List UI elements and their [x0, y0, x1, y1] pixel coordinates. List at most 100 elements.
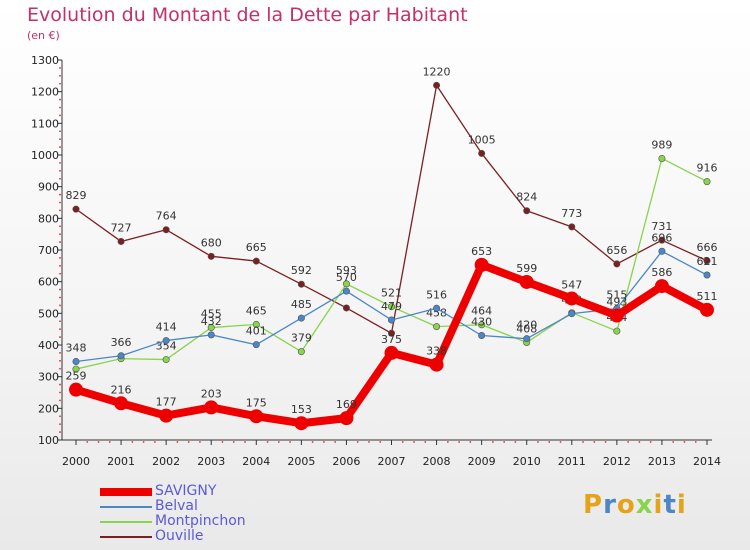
legend-swatch: [100, 505, 152, 508]
x-minor-tick: [176, 441, 179, 443]
data-label-belval: 485: [291, 298, 312, 311]
data-point-belval: [117, 352, 125, 360]
y-minor-tick: [59, 225, 61, 228]
y-minor-tick: [59, 201, 61, 204]
legend-swatch: [100, 535, 152, 538]
y-minor-tick: [59, 146, 61, 148]
data-point-ouville: [162, 226, 170, 234]
data-point-savigny: [69, 382, 83, 397]
data-label-montpinchon: 455: [201, 308, 222, 321]
data-point-savigny: [114, 396, 129, 411]
y-minor-tick: [59, 233, 61, 236]
data-point-savigny: [564, 291, 579, 306]
x-tick-label: 2009: [468, 455, 496, 468]
data-point-savigny: [474, 257, 489, 272]
data-point-ouville: [252, 257, 260, 265]
data-label-ouville: 731: [651, 220, 672, 233]
data-label-montpinchon: 379: [291, 332, 312, 345]
data-point-savigny: [249, 409, 264, 424]
data-point-belval: [478, 331, 486, 339]
y-minor-tick: [59, 367, 61, 370]
data-point-savigny: [159, 408, 174, 423]
y-minor-tick: [59, 391, 61, 394]
data-label-savigny: 493: [606, 296, 627, 309]
x-tick-label: 2011: [558, 455, 586, 468]
data-point-savigny: [429, 357, 444, 372]
x-tick-label: 2006: [332, 455, 360, 468]
data-label-ouville: 680: [201, 236, 222, 249]
data-point-ouville: [297, 280, 305, 288]
chart-title: Evolution du Montant de la Dette par Hab…: [27, 4, 468, 26]
x-minor-tick: [627, 441, 630, 443]
y-minor-tick: [59, 272, 61, 275]
data-label-montpinchon: 989: [651, 138, 672, 151]
data-point-montpinchon: [613, 327, 621, 335]
data-point-savigny: [609, 308, 624, 323]
x-minor-tick: [604, 441, 607, 443]
x-minor-tick: [108, 441, 111, 443]
line-chart: 100 200 300 400 500 600 700 800 900 1000 1100 1200 1…: [31, 54, 721, 468]
x-minor-tick: [142, 441, 145, 443]
data-label-savigny: 216: [111, 383, 132, 396]
x-tick-label: 2002: [152, 455, 180, 468]
data-point-montpinchon: [207, 324, 215, 332]
x-tick-label: 2010: [513, 455, 541, 468]
data-label-belval: 696: [651, 231, 672, 244]
y-tick-label: 800: [38, 212, 59, 225]
data-label-savigny: 599: [516, 262, 537, 275]
data-point-ouville: [342, 304, 350, 312]
x-minor-tick: [86, 441, 89, 443]
y-tick-label: 1100: [31, 117, 59, 130]
legend-label: SAVIGNY: [155, 483, 217, 499]
chart-subtitle: (en €): [27, 29, 60, 42]
y-minor-tick: [59, 67, 61, 69]
x-minor-tick: [244, 441, 246, 443]
data-label-savigny: 153: [291, 403, 312, 416]
x-tick-label: 2003: [197, 455, 225, 468]
y-minor-tick: [59, 288, 61, 291]
x-minor-tick: [514, 441, 517, 443]
data-label-montpinchon: 465: [246, 304, 267, 317]
y-tick-label: 300: [38, 371, 59, 384]
x-minor-tick: [638, 441, 641, 443]
data-label-belval: 516: [426, 288, 447, 301]
data-label-savigny: 175: [246, 396, 267, 409]
y-minor-tick: [59, 423, 61, 426]
y-minor-tick: [59, 304, 61, 307]
data-label-ouville: 666: [697, 241, 718, 254]
legend-swatch: [100, 520, 152, 523]
y-minor-tick: [59, 162, 61, 164]
data-point-montpinchon: [387, 303, 395, 311]
x-minor-tick: [356, 441, 359, 443]
data-point-savigny: [700, 302, 714, 317]
data-point-savigny: [519, 274, 534, 289]
x-minor-tick: [424, 441, 427, 443]
legend: SAVIGNY Belval Montpinchon Ouville: [100, 484, 246, 544]
data-point-ouville: [568, 223, 576, 231]
x-minor-tick: [131, 441, 134, 443]
data-label-savigny: 203: [201, 387, 222, 400]
data-label-ouville: 665: [246, 241, 267, 254]
data-point-ouville: [72, 205, 80, 213]
data-point-belval: [523, 335, 531, 343]
data-point-ouville: [478, 149, 486, 157]
data-point-belval: [207, 331, 215, 339]
x-tick-label: 2001: [107, 455, 135, 468]
data-label-belval: 348: [66, 341, 87, 354]
data-point-ouville: [523, 207, 531, 215]
legend-item-montpinchon: Montpinchon: [100, 514, 246, 529]
y-minor-tick: [59, 399, 61, 402]
data-point-belval: [342, 287, 350, 295]
data-point-belval: [568, 310, 576, 318]
legend-label: Montpinchon: [155, 513, 246, 529]
data-point-ouville: [207, 252, 215, 260]
y-minor-tick: [59, 336, 61, 338]
y-tick-label: 600: [38, 276, 59, 289]
y-minor-tick: [59, 114, 61, 117]
x-minor-tick: [277, 441, 280, 443]
data-point-montpinchon: [72, 365, 80, 373]
data-label-ouville: 1220: [423, 65, 451, 78]
data-label-belval: 479: [381, 300, 402, 313]
data-label-belval: 621: [697, 255, 718, 268]
x-minor-tick: [672, 441, 675, 443]
